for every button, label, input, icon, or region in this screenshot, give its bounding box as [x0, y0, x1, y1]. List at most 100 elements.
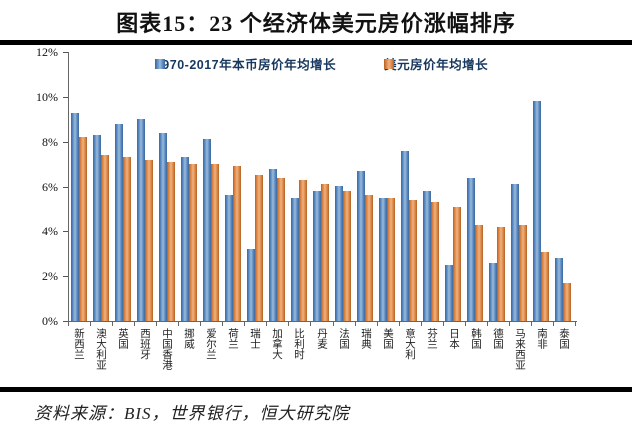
bar-usd — [431, 202, 439, 321]
bar-local-currency — [511, 184, 519, 321]
x-axis-tick — [244, 322, 246, 326]
bar-local-currency — [159, 133, 167, 321]
bar-usd — [497, 227, 505, 321]
bar-usd — [255, 175, 263, 321]
bar-usd — [233, 166, 241, 321]
x-axis-tick — [266, 322, 268, 326]
bar-usd — [299, 180, 307, 321]
x-axis-category-label: 南非 — [536, 328, 547, 349]
y-axis-tick-label: 6% — [42, 179, 58, 194]
legend-label: 美元房价年均增长 — [384, 58, 489, 72]
bar-local-currency — [423, 191, 431, 321]
bar-usd — [277, 178, 285, 321]
bar-usd — [541, 252, 549, 321]
y-axis-tick — [63, 231, 68, 233]
bar-local-currency — [203, 139, 211, 321]
bar-usd — [409, 200, 417, 321]
x-axis-category-label: 挪威 — [183, 328, 194, 349]
x-axis-tick — [332, 322, 334, 326]
bar-local-currency — [357, 171, 365, 321]
x-axis-tick — [200, 322, 202, 326]
x-axis-category-label: 意大利 — [404, 328, 415, 360]
bar-local-currency — [313, 191, 321, 321]
y-axis-tick — [63, 52, 68, 53]
x-axis-tick — [310, 322, 312, 326]
bar-local-currency — [71, 113, 79, 321]
x-axis-category-label: 爱尔兰 — [205, 328, 216, 360]
bar-local-currency — [93, 135, 101, 321]
x-axis-category-label: 马来西亚 — [514, 328, 525, 370]
bar-local-currency — [335, 186, 343, 321]
data-source-note: 资料来源：BIS，世界银行，恒大研究院 — [34, 404, 350, 423]
bar-local-currency — [533, 101, 541, 321]
y-axis-tick-label: 12% — [36, 45, 58, 59]
bar-usd — [519, 225, 527, 321]
x-axis-category-label: 德国 — [492, 328, 503, 349]
x-axis-line — [68, 321, 577, 322]
bar-usd — [79, 137, 87, 321]
bar-local-currency — [445, 265, 453, 321]
x-axis-tick — [222, 322, 224, 326]
bar-usd — [365, 195, 373, 321]
x-axis-tick — [464, 322, 466, 326]
y-axis-tick — [63, 96, 68, 98]
x-axis-tick — [420, 322, 422, 326]
x-axis-tick — [178, 322, 180, 326]
y-axis-tick — [63, 186, 68, 188]
x-axis-category-label: 加拿大 — [271, 328, 282, 360]
bar-local-currency — [269, 169, 277, 321]
bar-usd — [101, 155, 109, 321]
x-axis-tick — [486, 322, 488, 326]
bar-local-currency — [115, 124, 123, 321]
y-axis-tick — [63, 276, 68, 278]
bar-local-currency — [247, 249, 255, 321]
bar-local-currency — [555, 258, 563, 321]
bar-usd — [475, 225, 483, 321]
bar-local-currency — [401, 151, 409, 321]
x-axis-tick — [376, 322, 378, 326]
legend-swatch-blue — [154, 58, 165, 69]
x-axis-tick — [90, 322, 92, 326]
bar-local-currency — [489, 263, 497, 321]
x-axis-category-label: 法国 — [338, 328, 349, 349]
bar-usd — [189, 164, 197, 321]
x-axis-tick — [442, 322, 444, 326]
x-axis-tick — [354, 322, 356, 326]
y-axis-tick — [63, 141, 68, 143]
y-axis-tick-label: 10% — [36, 89, 58, 104]
bar-local-currency — [379, 198, 387, 321]
bar-usd — [145, 160, 153, 321]
x-axis-tick — [134, 322, 136, 326]
x-axis-category-label: 澳大利亚 — [95, 328, 106, 370]
x-axis-category-label: 美国 — [382, 328, 393, 349]
bar-usd — [211, 164, 219, 321]
x-axis-tick — [530, 322, 532, 326]
x-axis-tick — [156, 322, 158, 326]
bar-usd — [321, 184, 329, 321]
x-axis-category-label: 日本 — [448, 328, 459, 349]
x-axis-category-label: 西班牙 — [139, 328, 150, 360]
x-axis-tick — [288, 322, 290, 326]
bar-local-currency — [137, 119, 145, 321]
legend-item-usd: 美元房价年均增长 — [384, 54, 488, 73]
legend-swatch-orange — [384, 58, 395, 69]
y-axis-tick-label: 0% — [42, 314, 58, 328]
legend-item-local-currency: 1970-2017年本币房价年均增长 — [154, 54, 337, 73]
bar-local-currency — [467, 178, 475, 321]
chart-legend: 1970-2017年本币房价年均增长 美元房价年均增长 — [68, 54, 575, 73]
x-axis-category-label: 芬兰 — [426, 328, 437, 349]
y-axis-tick-label: 4% — [42, 224, 58, 239]
x-axis-category-label: 瑞典 — [360, 328, 371, 349]
bar-local-currency — [225, 195, 233, 321]
x-axis-category-label: 英国 — [117, 328, 128, 349]
bar-usd — [387, 198, 395, 321]
bar-local-currency — [181, 157, 189, 321]
y-axis-tick-label: 8% — [42, 134, 58, 149]
x-axis-tick — [112, 322, 114, 326]
bar-usd — [453, 207, 461, 321]
y-axis-tick-label: 2% — [42, 269, 58, 284]
title-divider-line — [0, 40, 632, 45]
bar-usd — [123, 157, 131, 321]
x-axis-tick — [508, 322, 510, 326]
legend-label: 1970-2017年本币房价年均增长 — [154, 58, 337, 72]
